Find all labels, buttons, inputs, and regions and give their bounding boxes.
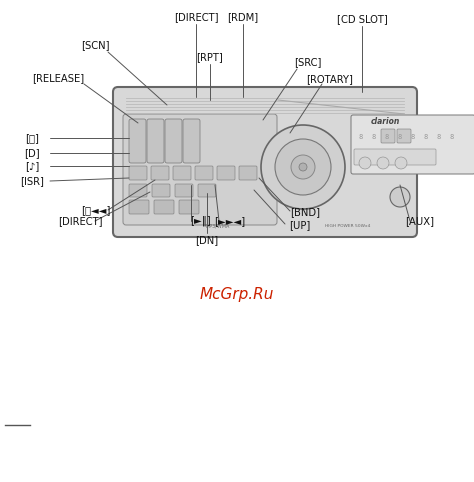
FancyBboxPatch shape: [173, 166, 191, 180]
Circle shape: [390, 187, 410, 207]
FancyBboxPatch shape: [175, 184, 193, 197]
Text: 8: 8: [437, 134, 441, 140]
FancyBboxPatch shape: [354, 149, 436, 165]
Text: 8: 8: [398, 134, 402, 140]
Circle shape: [261, 125, 345, 209]
Text: [AUX]: [AUX]: [405, 216, 435, 226]
FancyBboxPatch shape: [198, 184, 216, 197]
Text: 8: 8: [450, 134, 454, 140]
Text: [RDM]: [RDM]: [228, 12, 258, 22]
Text: [⧖◄◄]: [⧖◄◄]: [82, 205, 111, 215]
Text: 8: 8: [359, 134, 363, 140]
Text: [RPT]: [RPT]: [197, 52, 223, 62]
FancyBboxPatch shape: [165, 119, 182, 163]
Text: [⤒]: [⤒]: [25, 133, 39, 143]
Text: 8: 8: [424, 134, 428, 140]
Text: [BND]: [BND]: [290, 207, 320, 217]
FancyBboxPatch shape: [129, 119, 146, 163]
Text: McGrp.Ru: McGrp.Ru: [200, 287, 274, 303]
Text: [DIRECT]: [DIRECT]: [58, 216, 102, 226]
FancyBboxPatch shape: [147, 119, 164, 163]
Text: [CD SLOT]: [CD SLOT]: [337, 14, 387, 24]
FancyBboxPatch shape: [151, 166, 169, 180]
FancyBboxPatch shape: [381, 129, 395, 143]
FancyBboxPatch shape: [129, 200, 149, 214]
FancyBboxPatch shape: [217, 166, 235, 180]
Text: 8: 8: [411, 134, 415, 140]
FancyBboxPatch shape: [239, 166, 257, 180]
Circle shape: [395, 157, 407, 169]
Text: [UP]: [UP]: [289, 220, 310, 230]
FancyBboxPatch shape: [129, 184, 147, 197]
Text: [SCN]: [SCN]: [81, 40, 109, 50]
FancyBboxPatch shape: [129, 166, 147, 180]
FancyBboxPatch shape: [397, 129, 411, 143]
FancyBboxPatch shape: [183, 119, 200, 163]
Text: [►‖]: [►‖]: [190, 216, 210, 226]
FancyBboxPatch shape: [154, 200, 174, 214]
FancyBboxPatch shape: [351, 115, 474, 174]
Circle shape: [275, 139, 331, 195]
Circle shape: [291, 155, 315, 179]
Text: HIGH POWER 50Wx4: HIGH POWER 50Wx4: [325, 224, 371, 228]
Text: [DN]: [DN]: [195, 235, 219, 245]
Text: 8: 8: [372, 134, 376, 140]
Text: [SRC]: [SRC]: [294, 57, 322, 67]
Text: clarion: clarion: [371, 118, 400, 126]
FancyBboxPatch shape: [179, 200, 199, 214]
Text: [ISR]: [ISR]: [20, 176, 44, 186]
FancyBboxPatch shape: [195, 166, 213, 180]
Text: [►►◄]: [►►◄]: [214, 216, 246, 226]
FancyBboxPatch shape: [123, 114, 277, 225]
Text: [DIRECT]: [DIRECT]: [174, 12, 218, 22]
Text: [D]: [D]: [24, 148, 40, 158]
Circle shape: [299, 163, 307, 171]
Text: [♪]: [♪]: [25, 161, 39, 171]
Circle shape: [377, 157, 389, 169]
FancyBboxPatch shape: [113, 87, 417, 237]
Text: [ROTARY]: [ROTARY]: [307, 74, 354, 84]
Text: 8: 8: [385, 134, 389, 140]
Text: MP3/WMA: MP3/WMA: [206, 224, 230, 228]
Text: [RELEASE]: [RELEASE]: [32, 73, 84, 83]
Circle shape: [359, 157, 371, 169]
FancyBboxPatch shape: [152, 184, 170, 197]
